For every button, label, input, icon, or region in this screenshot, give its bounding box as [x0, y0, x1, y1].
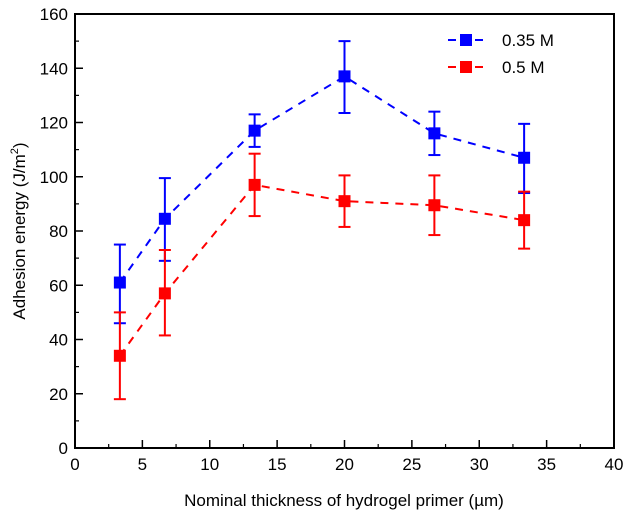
data-point	[518, 214, 531, 227]
x-tick-label: 30	[470, 455, 489, 474]
legend-label: 0.5 M	[502, 58, 545, 77]
x-axis-title: Nominal thickness of hydrogel primer (µm…	[184, 491, 504, 510]
data-point	[248, 124, 261, 137]
legend-item: 0.5 M	[448, 58, 545, 77]
x-tick-label: 35	[537, 455, 556, 474]
series-0_35-M	[113, 40, 531, 325]
legend: 0.35 M 0.5 M	[448, 31, 554, 77]
data-point	[518, 151, 531, 164]
axes: 0 5 10 15 20 25 30 35 40 0 20 40 60 80 100 120 140 160	[40, 5, 624, 474]
y-tick-label: 80	[49, 222, 68, 241]
y-tick-label: 100	[40, 168, 68, 187]
x-tick-label: 10	[200, 455, 219, 474]
series-line	[119, 75, 525, 284]
data-point	[158, 287, 171, 300]
legend-marker	[460, 61, 472, 73]
y-tick-label: 0	[59, 439, 68, 458]
y-tick-label: 140	[40, 59, 68, 78]
x-tick-label: 20	[335, 455, 354, 474]
y-tick-label: 120	[40, 114, 68, 133]
y-tick-label: 20	[49, 385, 68, 404]
x-tick-label: 25	[402, 455, 421, 474]
x-tick-label: 5	[138, 455, 147, 474]
data-point	[113, 349, 126, 362]
x-tick-label: 40	[605, 455, 624, 474]
y-tick-label: 60	[49, 276, 68, 295]
data-point	[248, 178, 261, 191]
series-line	[119, 183, 525, 357]
y-axis-title: Adhesion energy (J/m2)	[9, 142, 29, 319]
data-point	[338, 195, 351, 208]
y-axis-title-sup: 2	[9, 148, 21, 154]
x-tick-label: 0	[70, 455, 79, 474]
data-point	[158, 212, 171, 225]
legend-label: 0.35 M	[502, 31, 554, 50]
series-layer	[113, 40, 531, 401]
y-tick-label: 160	[40, 5, 68, 24]
legend-item: 0.35 M	[448, 31, 554, 50]
y-axis-title-main: Adhesion energy (J/m	[10, 154, 29, 319]
series-0_5-M	[113, 152, 531, 401]
data-point	[338, 70, 351, 83]
y-axis-title-close: )	[10, 142, 29, 148]
y-tick-label: 40	[49, 331, 68, 350]
x-tick-label: 15	[268, 455, 287, 474]
data-point	[428, 127, 441, 140]
data-point	[428, 199, 441, 212]
legend-marker	[460, 34, 472, 46]
data-point	[113, 276, 126, 289]
